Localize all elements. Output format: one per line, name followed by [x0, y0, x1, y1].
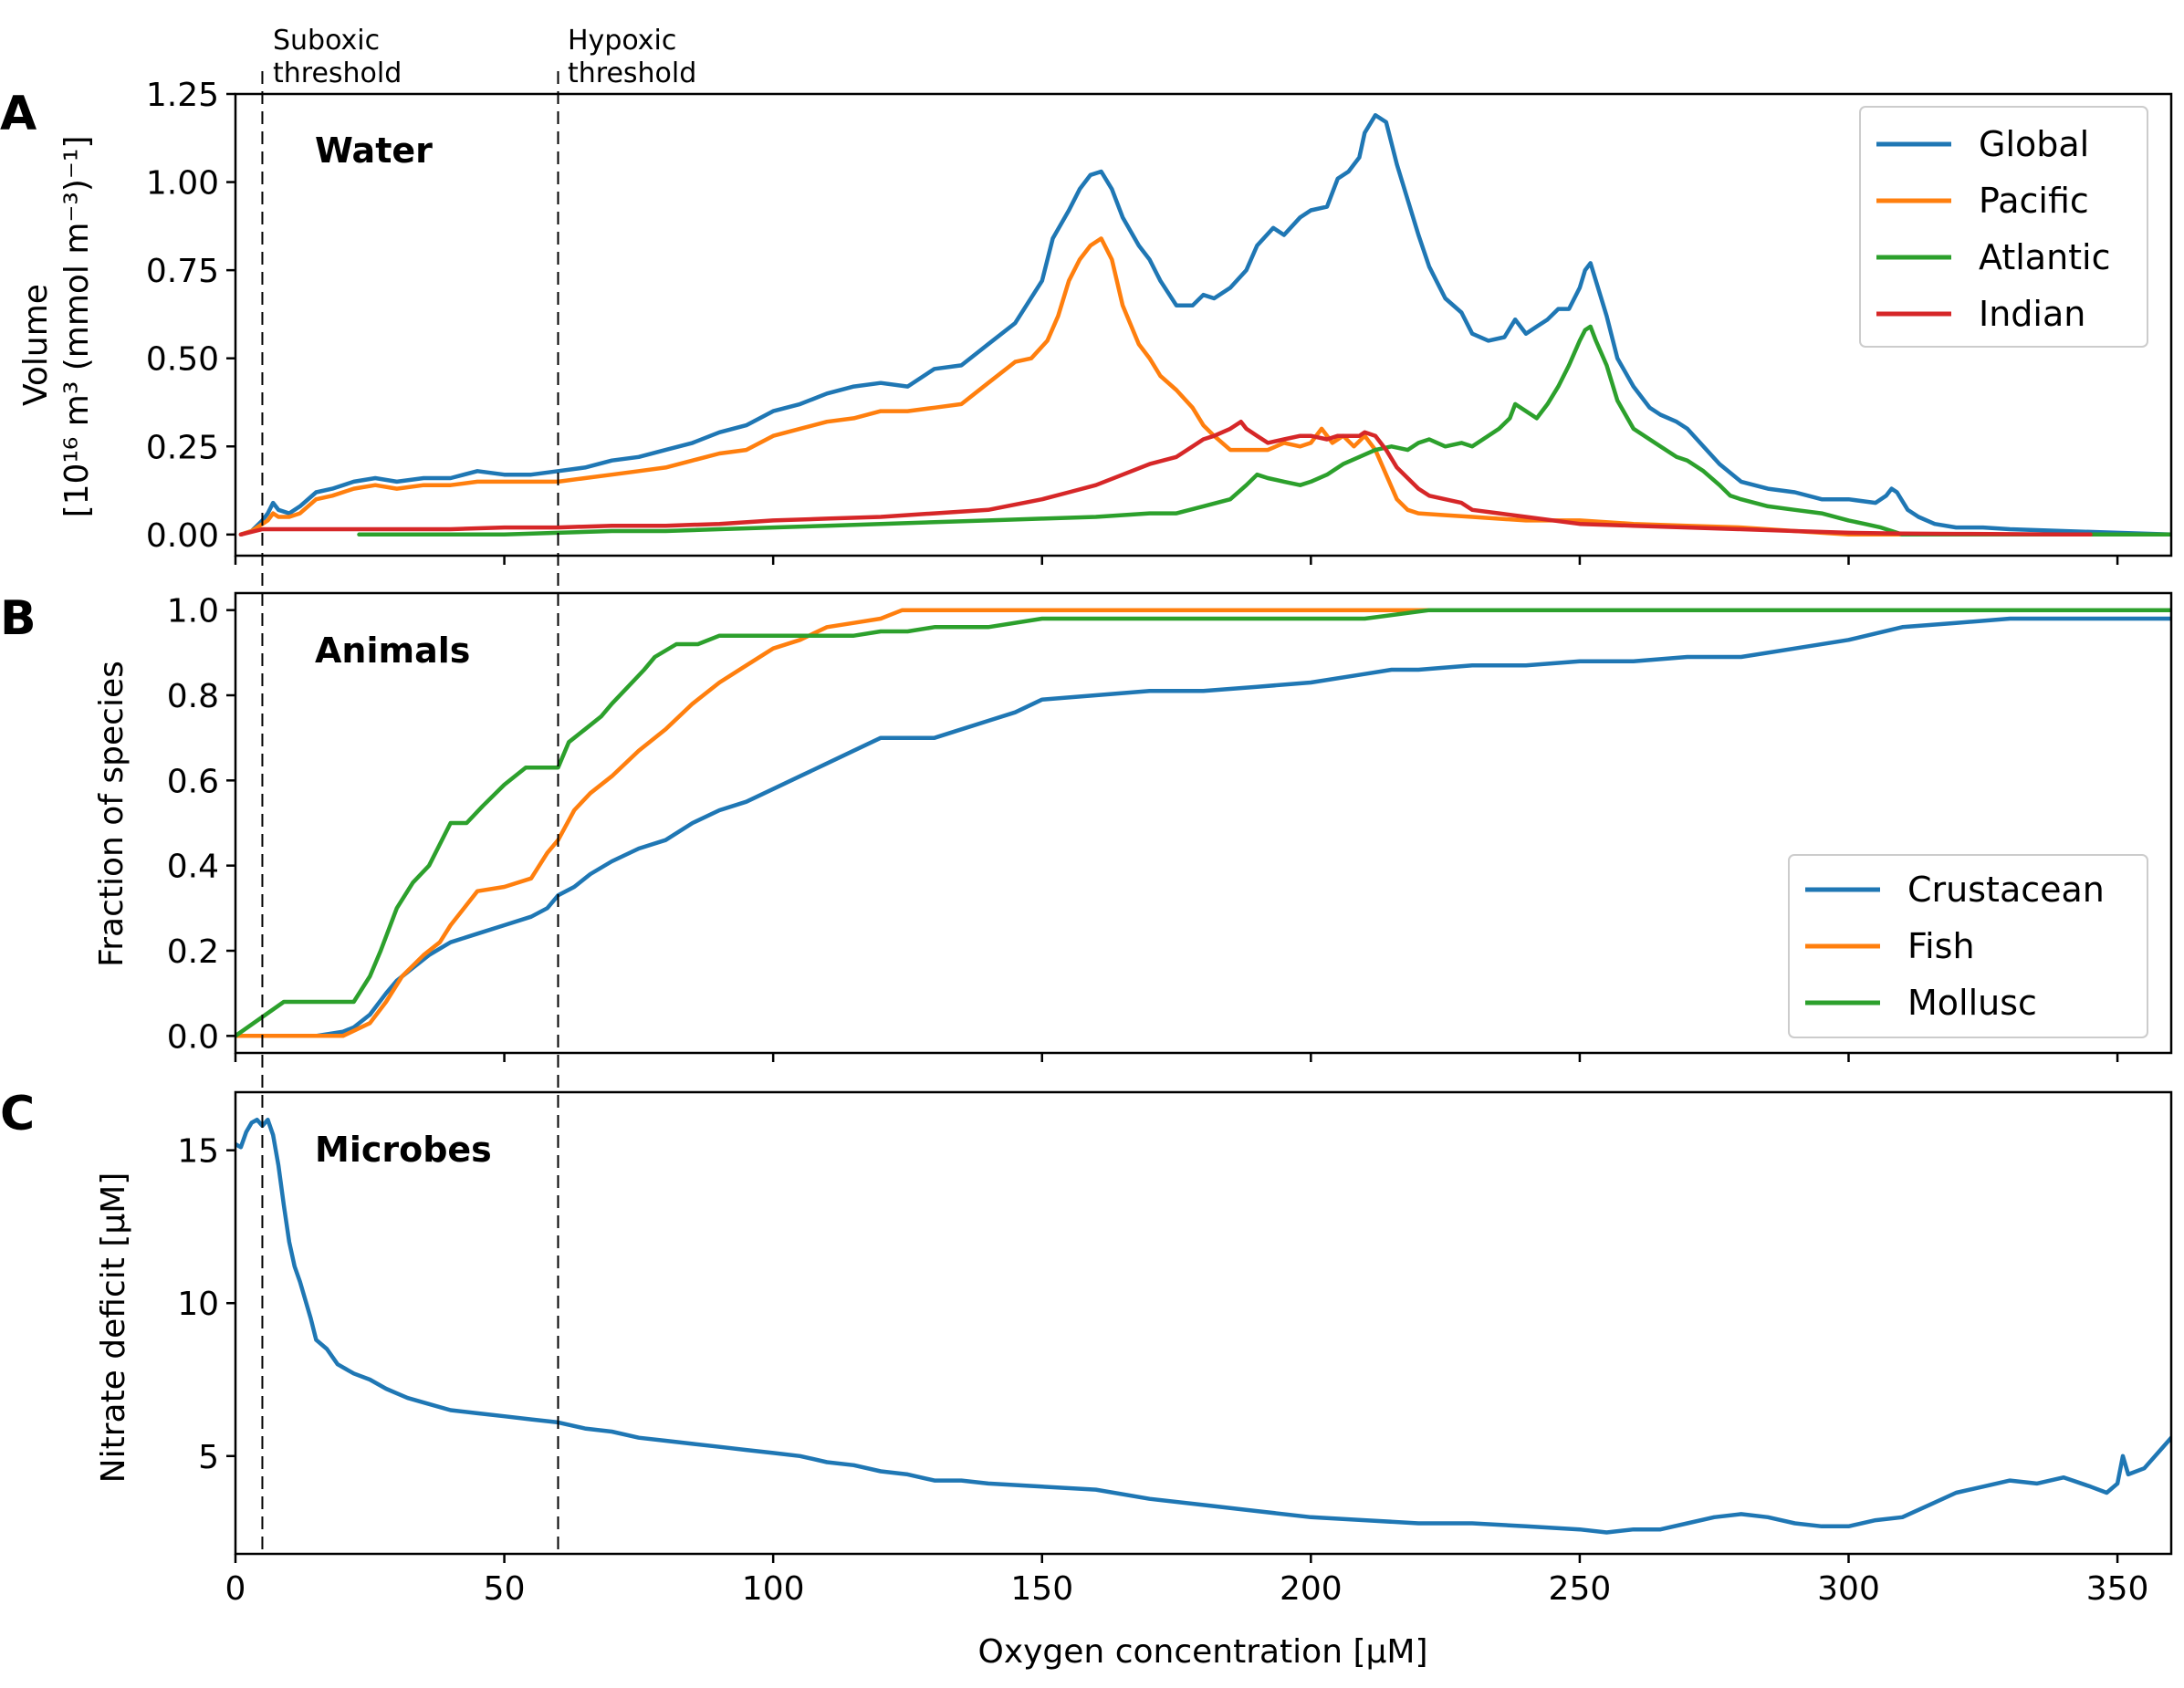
- y-tick-label: 1.25: [146, 77, 219, 114]
- panel-letter-b: B: [0, 591, 37, 646]
- series-line-mollusc: [235, 608, 2171, 1038]
- panel-title-animals: Animals: [315, 630, 470, 671]
- y-tick-label: 0.25: [146, 429, 219, 466]
- legend-label-atlantic: Atlantic: [1979, 237, 2111, 277]
- legend-water-box: [1859, 106, 2148, 348]
- legend-animals: Crustacean Fish Mollusc: [1788, 854, 2148, 1038]
- y-tick-label: 10: [177, 1286, 219, 1323]
- y-tick-label: 0.0: [167, 1018, 219, 1056]
- panel-c-ylabel: Nitrate deficit [µM]: [95, 1172, 132, 1484]
- panel-a-frame: [234, 92, 2173, 557]
- panel-a-ylabel-line1: Volume: [17, 284, 55, 406]
- legend-animals-box: [1788, 854, 2148, 1038]
- y-tick-label: 0.75: [146, 253, 219, 290]
- panel-b-series: [235, 608, 2171, 1038]
- series-line-pacific: [238, 236, 2093, 537]
- legend-label-pacific: Pacific: [1979, 181, 2089, 221]
- suboxic-label-line1: Suboxic: [273, 25, 380, 57]
- series-line-fish: [235, 608, 1432, 1038]
- y-tick-label: 0.4: [167, 849, 219, 886]
- panel-c-x-ticks: 0 50 100 150 200 250 300 350: [225, 1554, 2149, 1608]
- panel-microbes: C Microbes Nitrate deficit [µM] 5 10 15 0 5…: [0, 1087, 2173, 1671]
- panel-b-y-ticks: 0.0 0.2 0.4 0.6 0.8 1.0: [167, 593, 235, 1056]
- hypoxic-label-line1: Hypoxic: [568, 25, 676, 57]
- y-tick-label: 1.00: [146, 165, 219, 203]
- legend-water: Global Pacific Atlantic Indian: [1859, 106, 2148, 348]
- y-tick-label: 0.2: [167, 933, 219, 971]
- x-tick-label: 200: [1280, 1570, 1343, 1608]
- threshold-lines: [261, 71, 559, 1554]
- panel-letter-c: C: [0, 1087, 35, 1141]
- y-tick-label: 0.00: [146, 517, 219, 555]
- panel-b-frame: [234, 591, 2173, 1055]
- x-tick-label: 150: [1010, 1570, 1073, 1608]
- panel-a-series: [238, 112, 2171, 537]
- y-tick-label: 0.8: [167, 678, 219, 715]
- y-tick-label: 1.0: [167, 593, 219, 630]
- y-tick-label: 15: [177, 1133, 219, 1171]
- suboxic-label-line2: threshold: [273, 57, 402, 89]
- x-tick-label: 0: [225, 1570, 246, 1608]
- panel-letter-a: A: [0, 87, 37, 141]
- panel-c-series: [235, 1117, 2171, 1535]
- series-line-indian: [238, 419, 2093, 537]
- panel-title-water: Water: [315, 130, 433, 171]
- x-tick-label: 50: [484, 1570, 526, 1608]
- x-axis-label: Oxygen concentration [µM]: [977, 1633, 1427, 1671]
- panel-c-frame: [234, 1090, 2173, 1556]
- x-tick-label: 300: [1817, 1570, 1880, 1608]
- legend-label-mollusc: Mollusc: [1907, 983, 2037, 1023]
- panel-a-ylabel-line2: [10¹⁶ m³ (mmol m⁻³)⁻¹]: [58, 136, 96, 518]
- panel-title-microbes: Microbes: [315, 1130, 492, 1170]
- x-tick-label: 250: [1549, 1570, 1612, 1608]
- panel-water: A Water Volume [10¹⁶ m³ (mmol m⁻³)⁻¹] 0.…: [0, 77, 2173, 565]
- panel-c-y-ticks: 5 10 15: [177, 1133, 235, 1476]
- panel-a-y-ticks: 0.00 0.25 0.50 0.75 1.00 1.25: [146, 77, 235, 555]
- legend-label-indian: Indian: [1979, 294, 2085, 334]
- hypoxic-label-line2: threshold: [568, 57, 696, 89]
- y-tick-label: 0.6: [167, 763, 219, 800]
- x-tick-label: 100: [742, 1570, 805, 1608]
- legend-label-crustacean: Crustacean: [1907, 870, 2105, 910]
- series-line-nitrate-deficit: [235, 1117, 2171, 1535]
- panel-animals: B Animals Fraction of species 0.00.20.40…: [0, 591, 2173, 1062]
- legend-label-fish: Fish: [1907, 926, 1975, 966]
- panel-b-x-ticks: [234, 1053, 2119, 1062]
- panel-b-ylabel: Fraction of species: [93, 661, 131, 967]
- x-tick-label: 350: [2086, 1570, 2149, 1608]
- series-line-crustacean: [235, 616, 2171, 1038]
- y-tick-label: 5: [198, 1439, 219, 1476]
- panel-a-x-ticks: [234, 556, 2119, 565]
- y-tick-label: 0.50: [146, 341, 219, 379]
- legend-label-global: Global: [1979, 124, 2089, 164]
- series-line-atlantic: [357, 324, 2171, 537]
- series-line-global: [238, 112, 2171, 537]
